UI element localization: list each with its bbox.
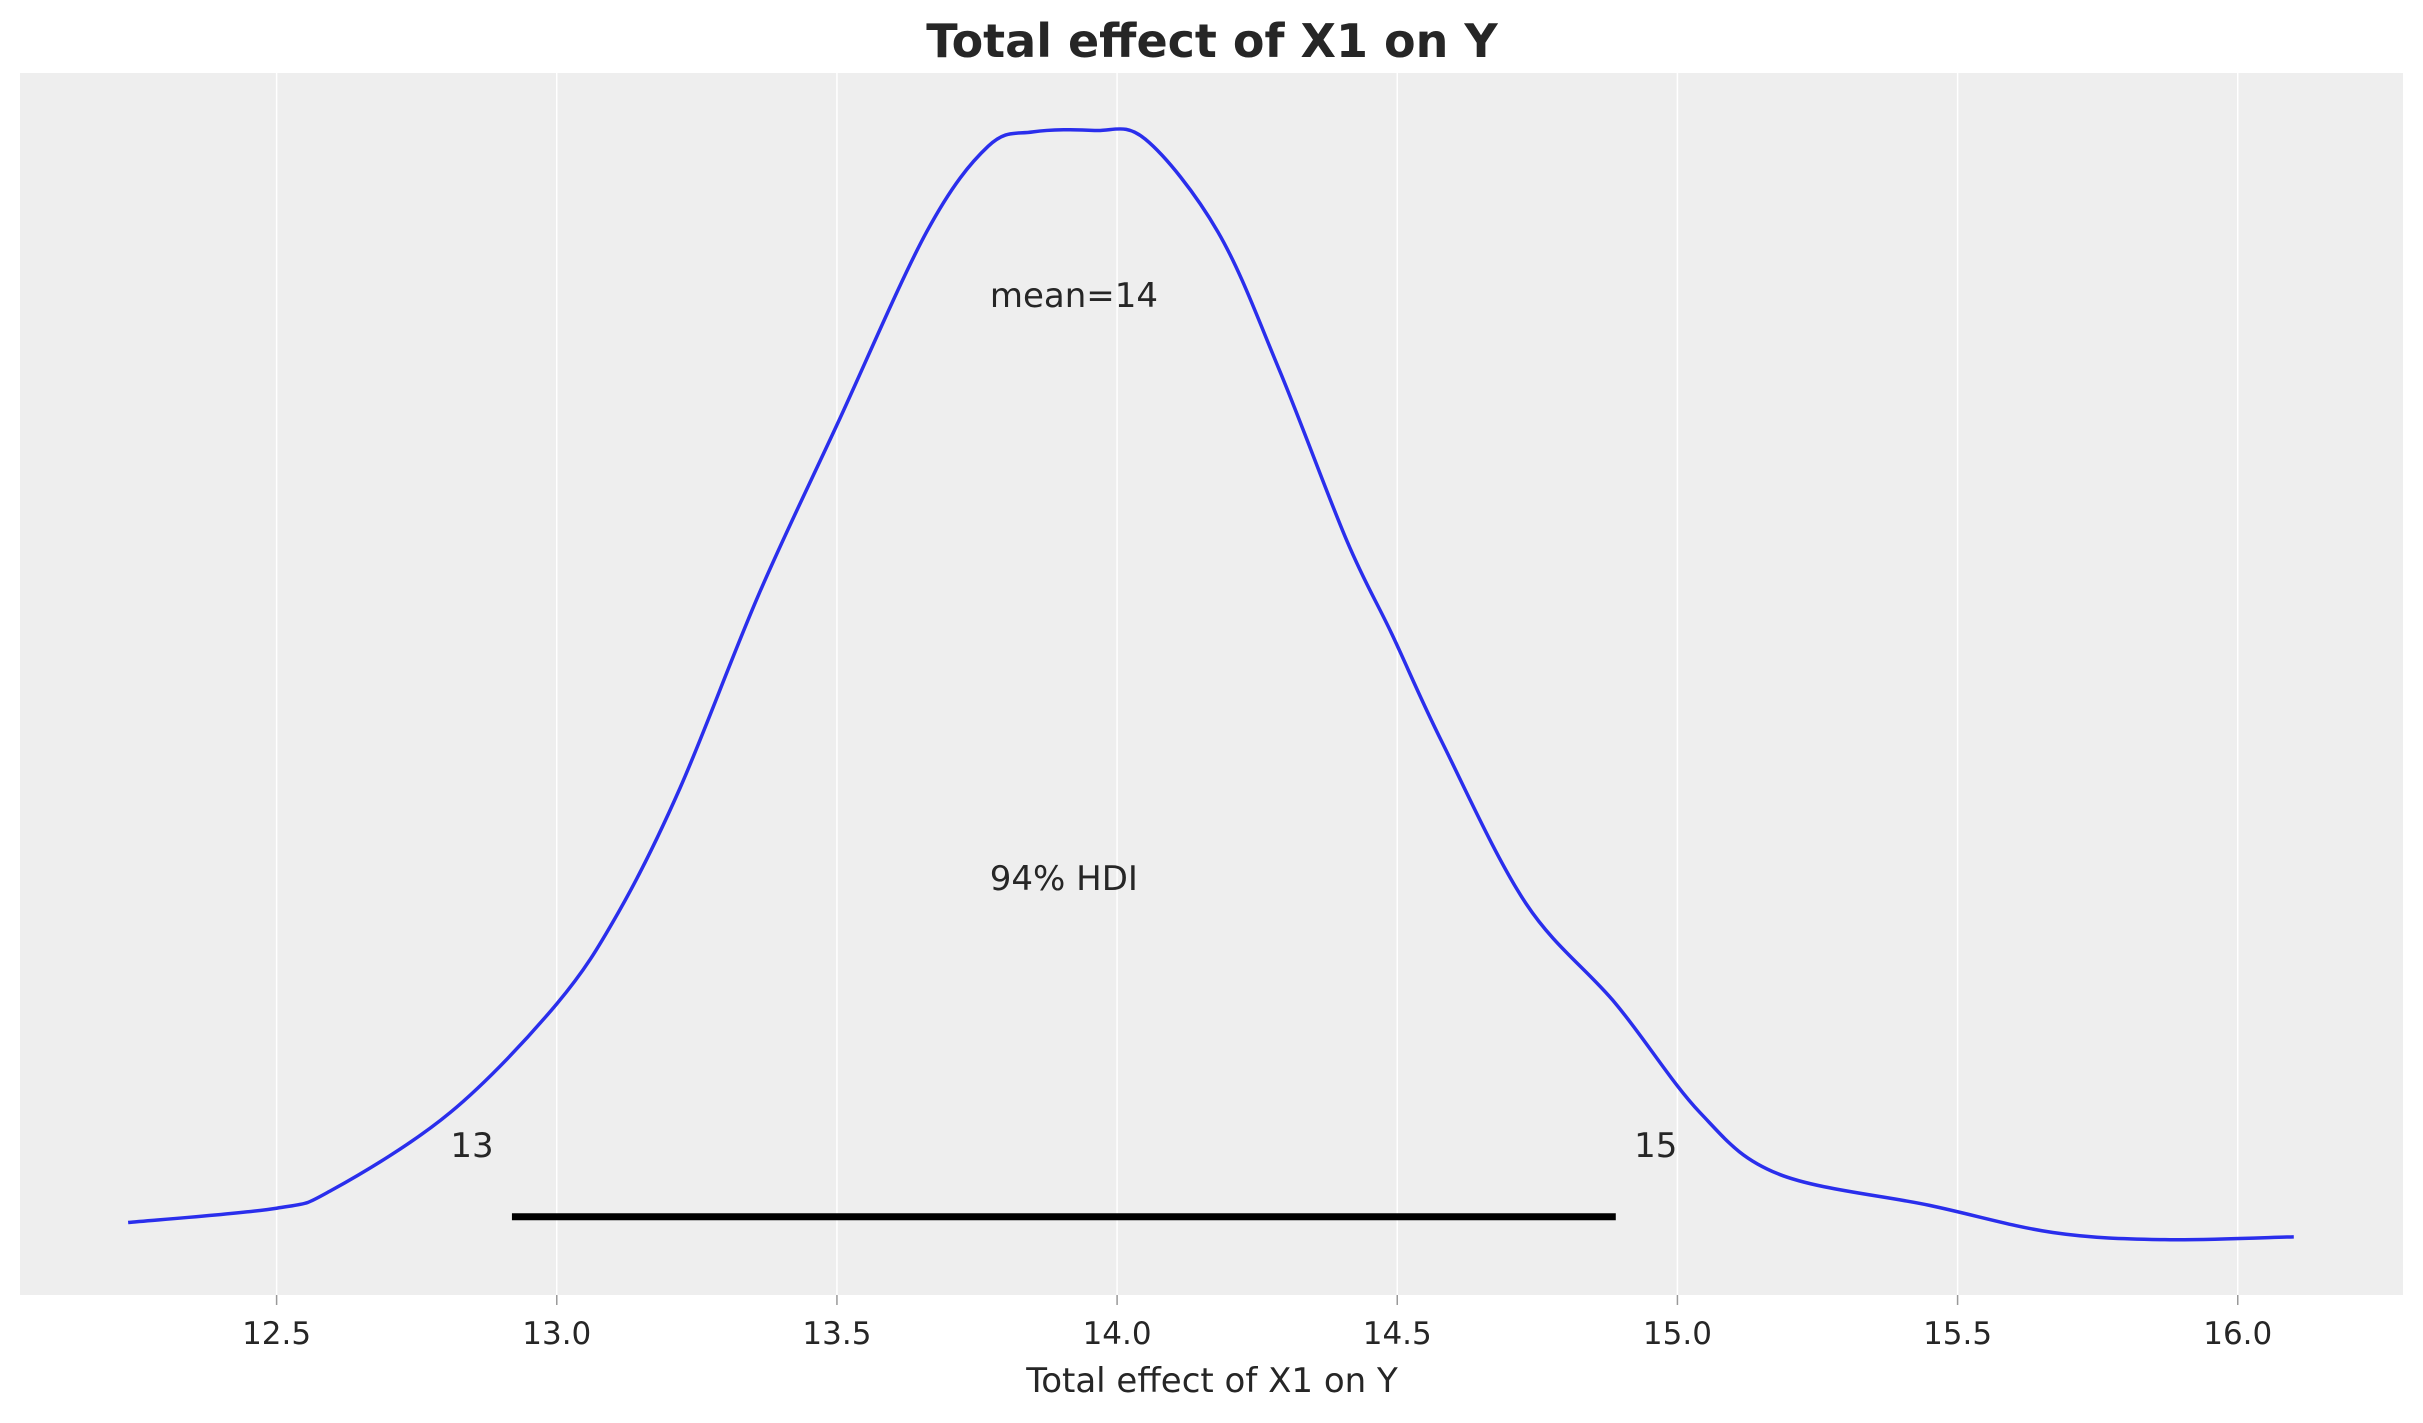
- x-tick-label: 14.0: [1083, 1316, 1152, 1352]
- x-tick-label: 12.5: [242, 1316, 311, 1352]
- density-curve: [127, 127, 2294, 1242]
- x-tick-label: 15.0: [1643, 1316, 1712, 1352]
- x-axis-label: Total effect of X1 on Y: [1025, 1361, 1398, 1401]
- mean-label: mean=14: [990, 276, 1158, 316]
- chart-title: Total effect of X1 on Y: [926, 14, 1498, 68]
- hdi-low-label: 13: [450, 1126, 493, 1166]
- hdi-label: 94% HDI: [990, 859, 1138, 899]
- x-tick-label: 14.5: [1363, 1316, 1432, 1352]
- x-tick-label: 13.5: [802, 1316, 871, 1352]
- hdi-high-label: 15: [1634, 1126, 1677, 1166]
- x-tick-label: 16.0: [2203, 1316, 2272, 1352]
- plot-area: [20, 73, 2403, 1295]
- x-tick-label: 15.5: [1923, 1316, 1992, 1352]
- x-tick-label: 13.0: [522, 1316, 591, 1352]
